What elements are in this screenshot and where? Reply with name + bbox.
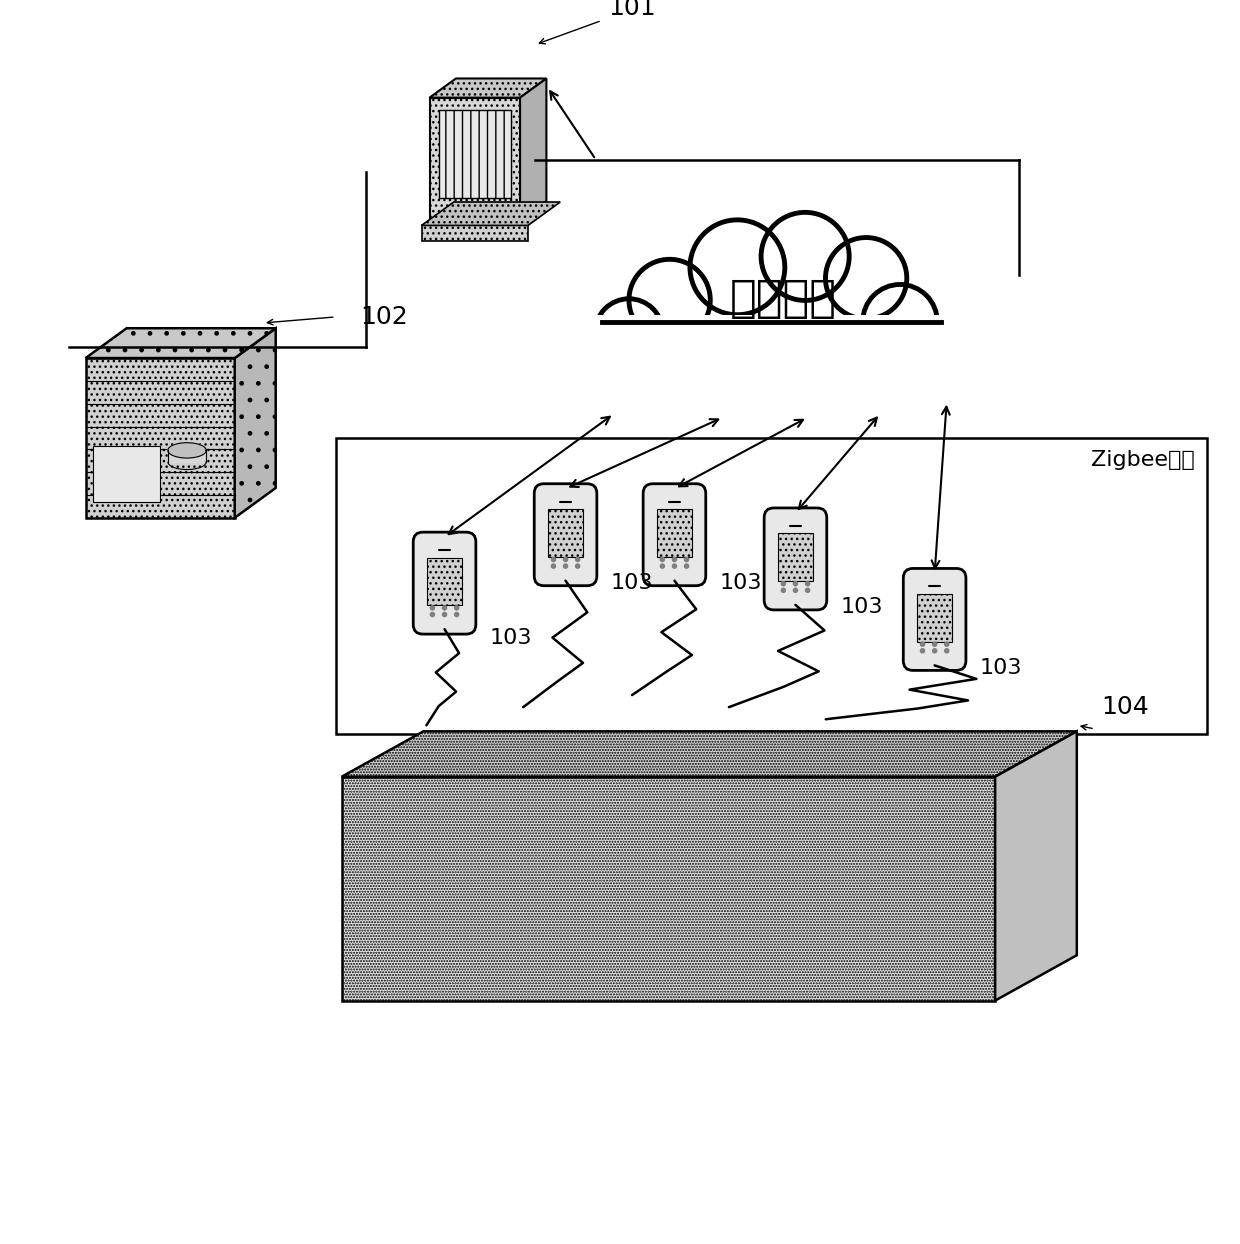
Circle shape [672,564,677,569]
Circle shape [945,649,949,653]
Bar [93,445,160,501]
Polygon shape [167,443,206,458]
Circle shape [684,564,688,569]
Circle shape [920,649,925,653]
Circle shape [781,588,785,592]
Polygon shape [429,97,520,220]
FancyBboxPatch shape [903,569,966,671]
FancyBboxPatch shape [764,508,827,610]
Text: 103: 103 [490,627,532,648]
Circle shape [794,582,797,586]
Circle shape [455,606,459,610]
Circle shape [932,649,936,653]
Circle shape [575,557,580,561]
Circle shape [563,557,568,561]
Polygon shape [996,731,1076,1000]
Polygon shape [422,202,560,225]
Bar [548,509,583,557]
Circle shape [455,612,459,617]
Polygon shape [342,731,1076,776]
FancyBboxPatch shape [644,484,706,586]
Text: 104: 104 [1101,695,1148,719]
Polygon shape [234,328,275,518]
Bar [336,438,1207,734]
Polygon shape [585,315,947,387]
Polygon shape [167,450,206,462]
Polygon shape [439,109,511,198]
Polygon shape [422,225,528,241]
Circle shape [781,582,785,586]
Circle shape [689,220,785,315]
Circle shape [794,588,797,592]
Polygon shape [342,776,996,1000]
Circle shape [684,557,688,561]
FancyBboxPatch shape [413,532,476,634]
Text: 102: 102 [360,305,408,328]
Bar [428,557,461,606]
Polygon shape [520,78,547,220]
Circle shape [761,213,849,301]
Circle shape [945,642,949,647]
Circle shape [443,612,446,617]
Circle shape [826,238,906,318]
Polygon shape [429,78,547,97]
Circle shape [672,557,677,561]
Circle shape [806,582,810,586]
Circle shape [563,564,568,569]
Circle shape [863,285,937,360]
Circle shape [660,557,665,561]
Bar [657,509,692,557]
Bar [918,593,952,642]
Circle shape [575,564,580,569]
Circle shape [660,564,665,569]
FancyBboxPatch shape [534,484,596,586]
Circle shape [430,606,434,610]
Circle shape [629,259,711,341]
Bar [779,534,812,581]
Circle shape [806,588,810,592]
Circle shape [552,564,556,569]
Circle shape [443,606,446,610]
Polygon shape [585,245,947,387]
Circle shape [932,642,936,647]
Text: 103: 103 [719,573,763,593]
Text: Zigbee网络: Zigbee网络 [1091,450,1195,470]
Circle shape [430,612,434,617]
Polygon shape [86,328,275,358]
Circle shape [920,642,925,647]
Polygon shape [601,322,941,343]
Circle shape [552,557,556,561]
Text: 101: 101 [609,0,656,20]
Circle shape [595,299,663,367]
Text: 103: 103 [611,573,653,593]
Polygon shape [86,358,234,518]
Text: 103: 103 [841,597,883,617]
Text: 103: 103 [980,658,1023,678]
Text: 无线网络: 无线网络 [730,277,837,320]
